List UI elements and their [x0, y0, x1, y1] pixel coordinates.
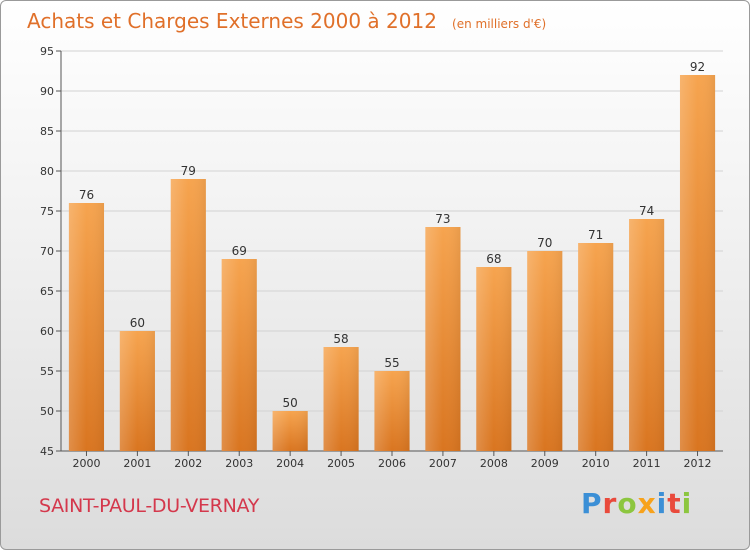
x-tick-label: 2012	[684, 457, 712, 470]
data-label: 76	[79, 188, 94, 202]
x-tick-label: 2000	[72, 457, 100, 470]
bar-shine	[68, 203, 105, 451]
x-tick-label: 2002	[174, 457, 202, 470]
y-tick-label: 80	[40, 165, 54, 178]
logo-letter: i	[681, 487, 693, 520]
bar-shine	[425, 227, 461, 451]
x-tick-label: 2006	[378, 457, 406, 470]
bar-shine	[119, 331, 155, 451]
bar-shine	[221, 259, 257, 451]
data-label: 60	[130, 316, 145, 330]
bar-shine	[272, 411, 308, 451]
location-name: SAINT-PAUL-DU-VERNAY	[39, 495, 260, 517]
data-label: 68	[486, 252, 501, 266]
data-label: 71	[588, 228, 603, 242]
logo-letter: P	[581, 487, 603, 520]
x-tick-label: 2005	[327, 457, 355, 470]
data-label: 73	[435, 212, 450, 226]
data-label: 50	[283, 396, 298, 410]
logo-letter: t	[667, 487, 682, 520]
bar-shine	[578, 243, 614, 451]
y-tick-label: 45	[40, 445, 54, 458]
bar-shine	[476, 267, 512, 451]
data-label: 70	[537, 236, 552, 250]
y-tick-label: 60	[40, 325, 54, 338]
x-tick-label: 2003	[225, 457, 253, 470]
y-tick-label: 90	[40, 85, 54, 98]
data-label: 79	[181, 164, 196, 178]
x-tick-label: 2009	[531, 457, 559, 470]
data-label: 55	[384, 356, 399, 370]
data-label: 74	[639, 204, 654, 218]
x-tick-label: 2008	[480, 457, 508, 470]
y-tick-label: 50	[40, 405, 54, 418]
bar-shine	[679, 75, 716, 451]
y-tick-label: 55	[40, 365, 54, 378]
x-tick-label: 2001	[123, 457, 151, 470]
logo-letter: i	[656, 487, 668, 520]
y-tick-label: 65	[40, 285, 54, 298]
logo-letter: r	[602, 487, 618, 520]
bar-shine	[374, 371, 410, 451]
chart-subtitle: (en milliers d'€)	[452, 17, 547, 31]
chart-title: Achats et Charges Externes 2000 à 2012	[27, 9, 437, 33]
x-tick-label: 2011	[633, 457, 661, 470]
y-tick-label: 85	[40, 125, 54, 138]
logo-letter: x	[637, 487, 657, 520]
logo-letter: o	[617, 487, 638, 520]
bars: 76 60 79 69 50 58 55 73 68 70 71 74 92	[68, 60, 716, 451]
bar-shine	[527, 251, 563, 451]
x-tick-label: 2004	[276, 457, 304, 470]
x-tick-label: 2007	[429, 457, 457, 470]
proxiti-logo: Proxiti	[581, 487, 692, 520]
y-tick-label: 70	[40, 245, 54, 258]
y-tick-label: 95	[40, 45, 54, 58]
bar-shine	[629, 219, 665, 451]
bar-shine	[323, 347, 359, 451]
data-label: 58	[333, 332, 348, 346]
bar-shine	[170, 179, 206, 451]
x-axis-ticks: 2000 2001 2002 2003 2004 2005 2006 2007 2008 2009…	[72, 451, 712, 470]
data-label: 92	[690, 60, 705, 74]
data-label: 69	[232, 244, 247, 258]
title-row: Achats et Charges Externes 2000 à 2012 (…	[27, 9, 546, 33]
y-tick-label: 75	[40, 205, 54, 218]
x-tick-label: 2010	[582, 457, 610, 470]
